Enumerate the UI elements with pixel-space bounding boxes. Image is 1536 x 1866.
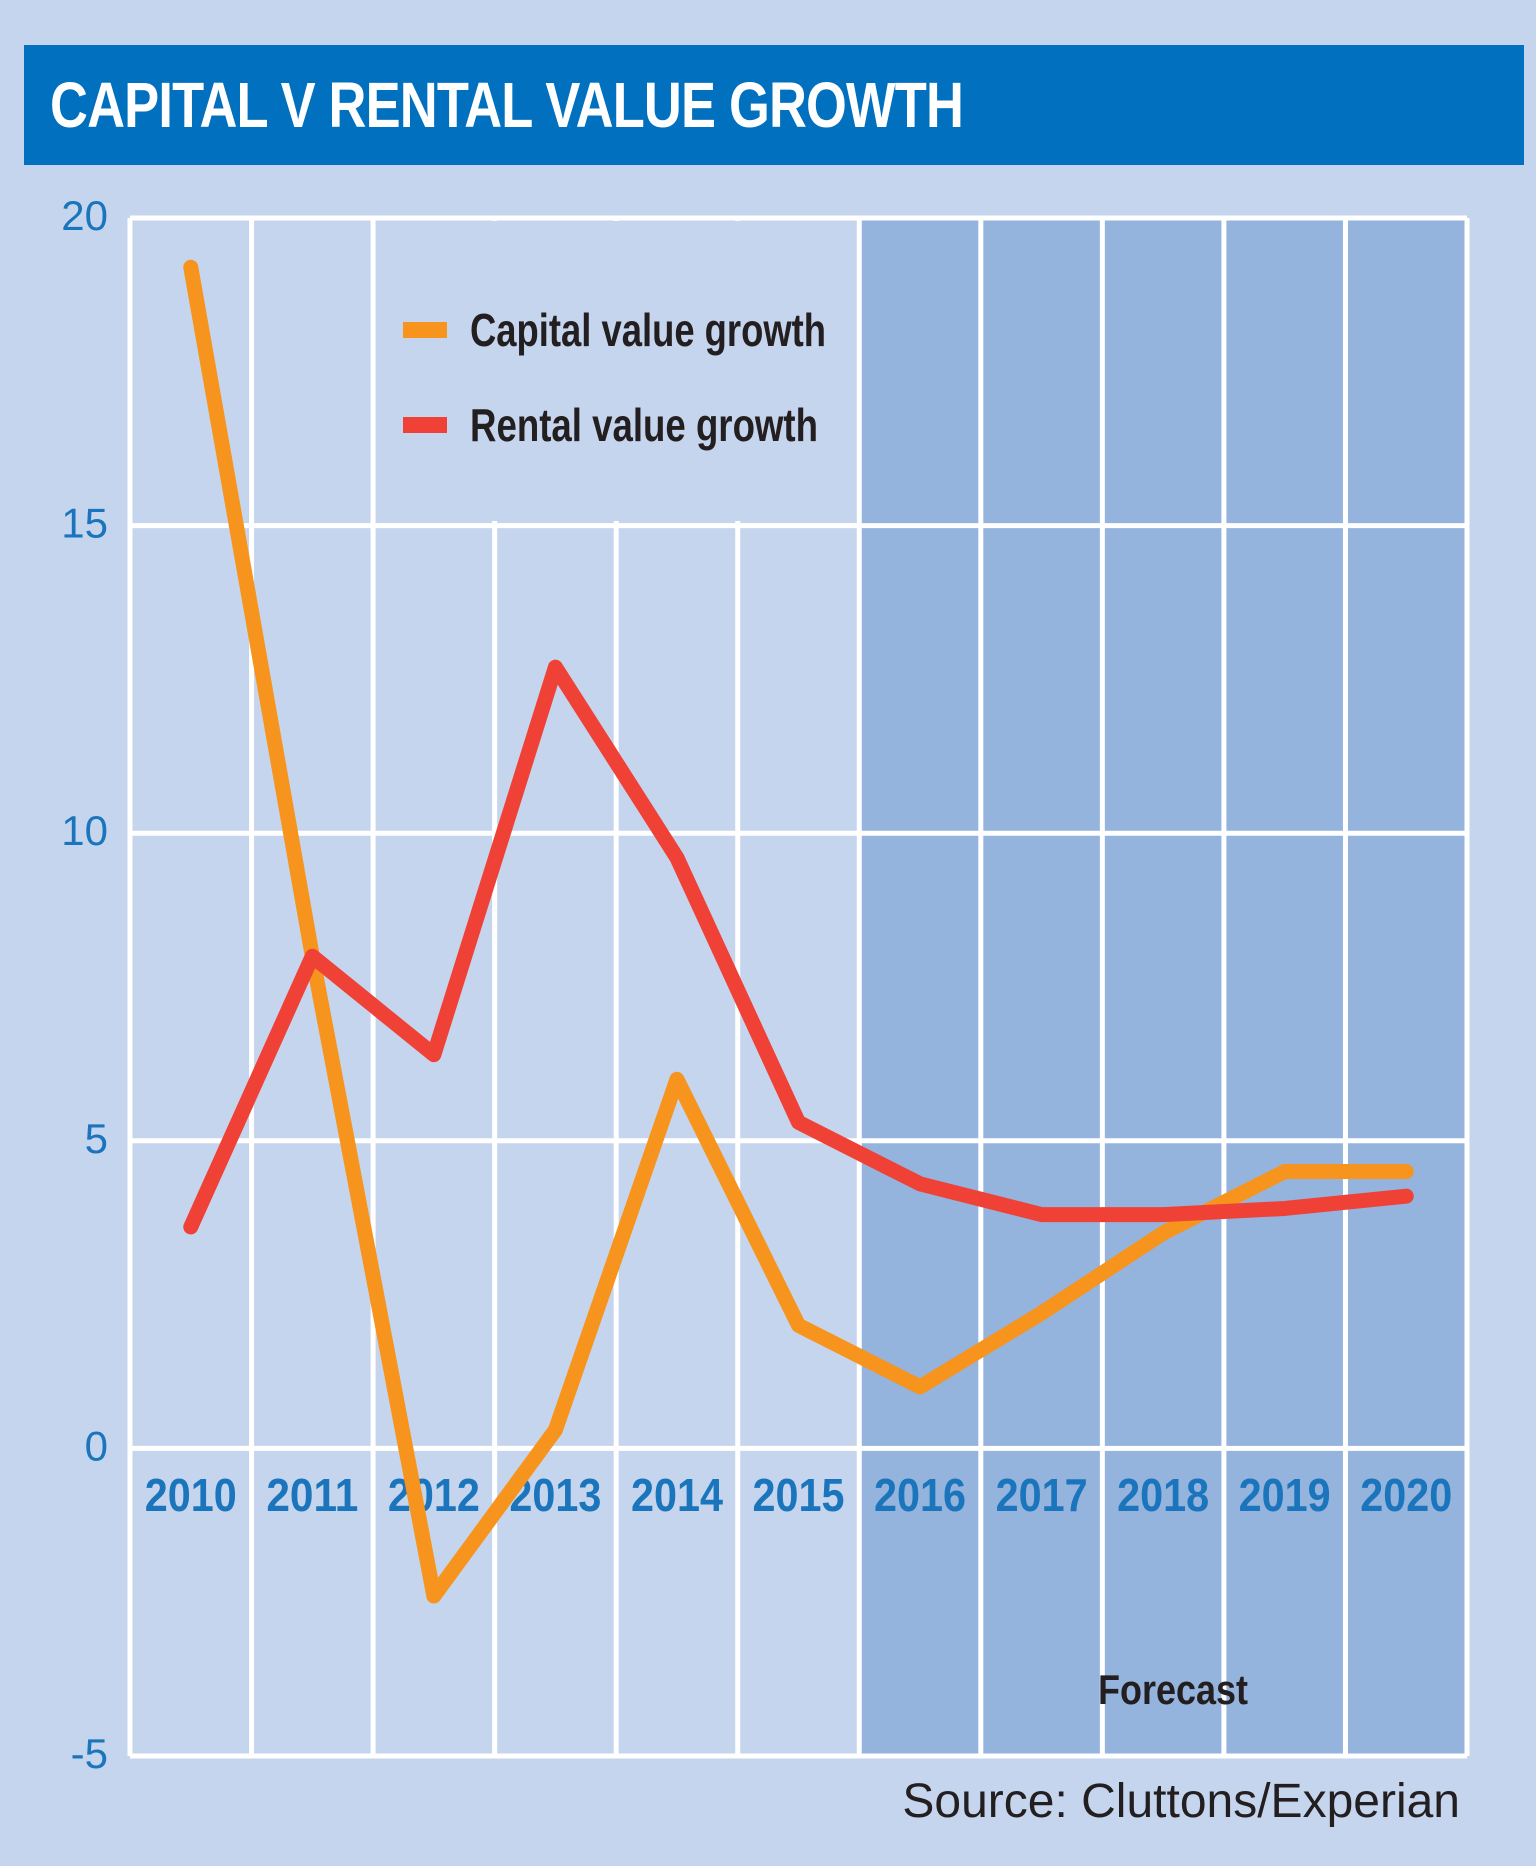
x-tick-label: 2017 <box>996 1469 1088 1521</box>
series-line-rental <box>183 659 1414 1235</box>
y-tick-label: 15 <box>61 500 108 547</box>
legend-label: Capital value growth <box>470 304 826 356</box>
x-tick-label: 2014 <box>631 1469 723 1521</box>
chart-title: CAPITAL V RENTAL VALUE GROWTH <box>50 69 964 141</box>
x-tick-label: 2010 <box>145 1469 237 1521</box>
x-tick-label: 2020 <box>1360 1469 1452 1521</box>
legend-box <box>376 221 857 521</box>
y-tick-label: 5 <box>85 1115 108 1162</box>
x-tick-label: 2019 <box>1239 1469 1331 1521</box>
source-note: Source: Cluttons/Experian <box>902 1775 1460 1828</box>
forecast-label: Forecast <box>1098 1666 1248 1713</box>
x-tick-label: 2012 <box>388 1469 480 1521</box>
y-tick-label: 20 <box>61 192 108 239</box>
x-tick-label: 2018 <box>1117 1469 1209 1521</box>
y-tick-label: 10 <box>61 807 108 854</box>
y-tick-label: -5 <box>71 1730 108 1777</box>
x-tick-label: 2016 <box>874 1469 966 1521</box>
y-tick-label: 0 <box>85 1422 108 1469</box>
x-tick-label: 2015 <box>753 1469 845 1521</box>
forecast-region <box>859 218 1467 1756</box>
x-tick-label: 2011 <box>266 1469 358 1521</box>
legend-label: Rental value growth <box>470 399 818 451</box>
title-bar: CAPITAL V RENTAL VALUE GROWTH <box>24 45 1524 165</box>
